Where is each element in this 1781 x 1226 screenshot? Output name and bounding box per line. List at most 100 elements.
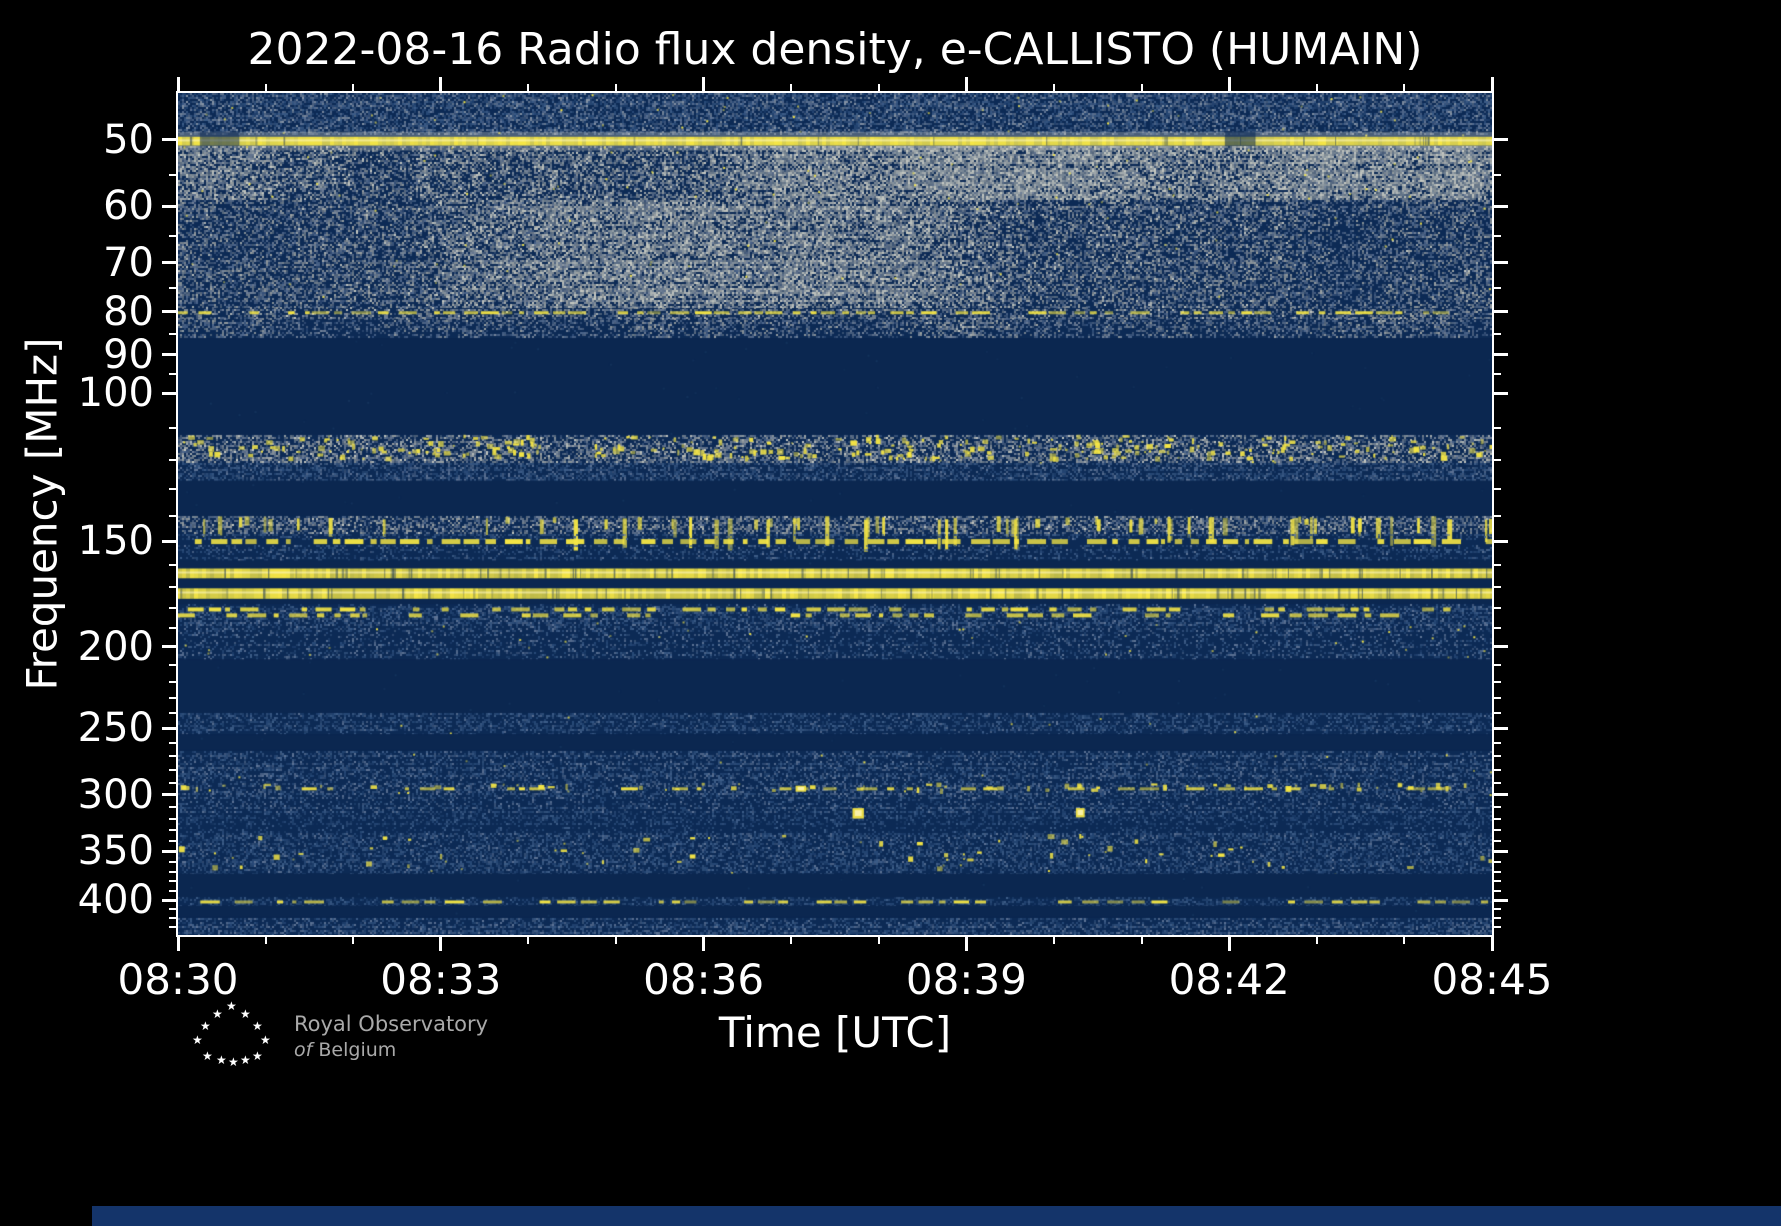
axis-tick (1494, 741, 1501, 744)
axis-tick (1494, 925, 1501, 928)
axis-tick (162, 391, 176, 395)
star-icon: ★ (228, 1055, 239, 1069)
axis-tick (169, 488, 176, 491)
axis-tick (1494, 539, 1508, 543)
x-tick-label: 08:33 (380, 955, 502, 1004)
axis-tick (1494, 793, 1508, 797)
axis-tick (264, 937, 267, 944)
axis-tick (162, 793, 176, 797)
axis-tick (1494, 391, 1508, 395)
axis-tick (169, 916, 176, 919)
spectrogram-canvas (178, 93, 1492, 935)
axis-tick (1494, 916, 1501, 919)
axis-tick (1403, 937, 1406, 944)
axis-tick (1494, 373, 1501, 376)
axis-tick (1494, 889, 1501, 892)
star-icon: ★ (260, 1033, 271, 1047)
axis-tick (169, 373, 176, 376)
axis-tick (169, 839, 176, 842)
axis-tick (1494, 680, 1501, 683)
axis-tick (169, 741, 176, 744)
x-axis-label: Time [UTC] (718, 1008, 952, 1057)
y-tick-label: 150 (77, 518, 154, 565)
axis-tick (615, 84, 617, 91)
axis-tick (264, 84, 267, 91)
axis-tick (1494, 645, 1508, 649)
axis-tick (162, 353, 176, 357)
axis-tick (1403, 84, 1406, 91)
axis-tick (169, 828, 176, 831)
axis-tick (1494, 817, 1501, 820)
axis-tick (169, 234, 176, 237)
axis-tick (1494, 755, 1501, 758)
axis-tick (169, 880, 176, 883)
star-icon: ★ (252, 1019, 263, 1033)
axis-tick (1494, 726, 1508, 730)
rob-logo-line2-belgium: Belgium (318, 1039, 397, 1062)
y-tick-label: 250 (77, 705, 154, 752)
axis-tick (1494, 880, 1501, 883)
axis-tick (169, 332, 176, 335)
plot-area (176, 91, 1494, 937)
axis-tick (169, 626, 176, 629)
axis-tick (169, 173, 176, 176)
axis-tick (1494, 696, 1501, 699)
axis-tick (964, 77, 968, 91)
axis-tick (162, 204, 176, 208)
axis-tick (1494, 564, 1501, 567)
axis-tick (352, 84, 355, 91)
rob-logo-line1: Royal Observatory (294, 1012, 489, 1036)
axis-tick (702, 77, 706, 91)
axis-tick (1494, 204, 1508, 208)
star-icon: ★ (212, 1007, 223, 1021)
axis-tick (169, 680, 176, 683)
rob-logo: ★ ★ ★ ★ ★ ★ ★ ★ ★ ★ ★ ★ Royal Observatory of Belgiu… (192, 1000, 622, 1080)
axis-tick (176, 77, 180, 91)
axis-tick (1053, 84, 1055, 91)
star-icon: ★ (216, 1053, 227, 1067)
axis-tick (1494, 908, 1501, 911)
axis-tick (1494, 626, 1501, 629)
axis-tick (162, 849, 176, 853)
axis-tick (352, 937, 355, 944)
axis-tick (1494, 515, 1501, 518)
axis-tick (877, 937, 880, 944)
axis-tick (790, 937, 793, 944)
axis-tick (1494, 607, 1501, 610)
axis-tick (1315, 937, 1318, 944)
axis-tick (169, 755, 176, 758)
axis-tick (176, 937, 180, 951)
axis-tick (169, 458, 176, 461)
x-tick-label: 08:30 (117, 955, 239, 1004)
axis-tick (162, 898, 176, 902)
axis-tick (1494, 781, 1501, 784)
star-icon: ★ (252, 1049, 263, 1063)
axis-tick (1494, 828, 1501, 831)
axis-tick (1494, 849, 1508, 853)
axis-tick (1227, 77, 1231, 91)
axis-tick (1494, 870, 1501, 873)
star-icon: ★ (240, 1007, 251, 1021)
axis-tick (527, 84, 530, 91)
axis-tick (169, 515, 176, 518)
axis-tick (527, 937, 530, 944)
axis-tick (162, 138, 176, 142)
axis-tick (169, 908, 176, 911)
axis-tick (1494, 768, 1501, 771)
axis-tick (1494, 332, 1501, 335)
y-tick-label: 200 (77, 623, 154, 670)
axis-tick (1053, 937, 1055, 944)
axis-tick (162, 261, 176, 265)
axis-tick (1494, 663, 1501, 666)
axis-tick (169, 607, 176, 610)
axis-tick (1494, 261, 1508, 265)
y-tick-label: 60 (103, 183, 154, 230)
axis-tick (162, 310, 176, 314)
rob-logo-text: Royal Observatory of Belgium (294, 1010, 488, 1064)
axis-tick (169, 781, 176, 784)
axis-tick (702, 937, 706, 951)
rob-logo-line2-of: of (294, 1039, 313, 1062)
axis-tick (169, 663, 176, 666)
axis-tick (1494, 805, 1501, 808)
